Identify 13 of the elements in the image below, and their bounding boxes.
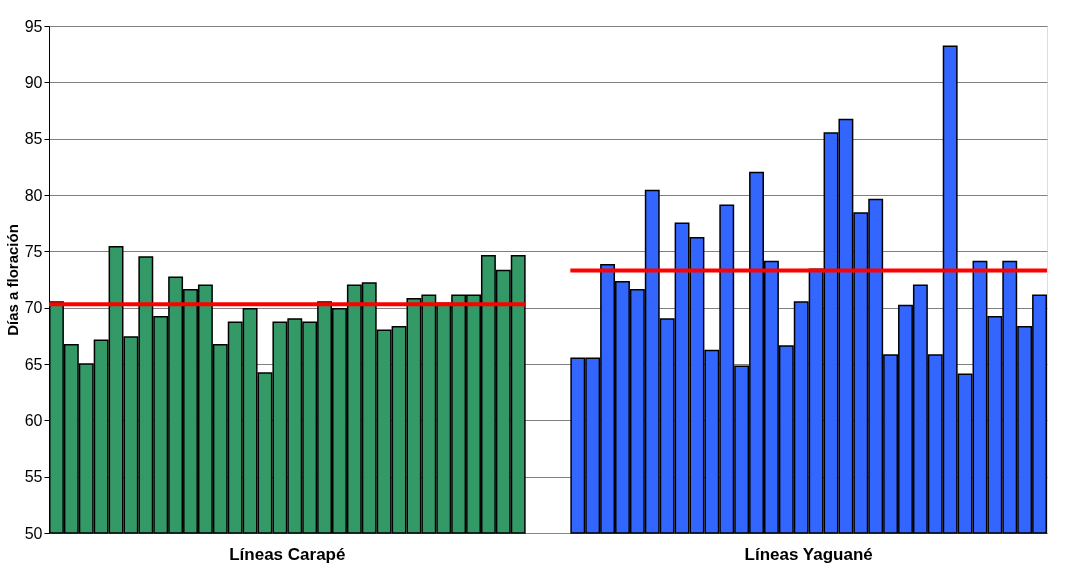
- y-tick-label: 85: [24, 130, 43, 148]
- y-tick-label: 60: [24, 411, 43, 429]
- y-tick-label: 50: [24, 524, 43, 542]
- text: Líneas Carapé: [229, 545, 346, 564]
- y-axis-title: Días a floración: [3, 224, 21, 336]
- y-tick-label: 70: [24, 299, 43, 317]
- y-tick-label: 55: [24, 468, 43, 486]
- y-tick-label: 90: [24, 73, 43, 91]
- y-tick-label: 95: [24, 17, 43, 35]
- text: Líneas Yaguané: [744, 545, 873, 564]
- y-tick-label: 80: [24, 186, 43, 204]
- y-tick-label: 75: [24, 242, 43, 260]
- y-tick-label: 65: [24, 355, 43, 373]
